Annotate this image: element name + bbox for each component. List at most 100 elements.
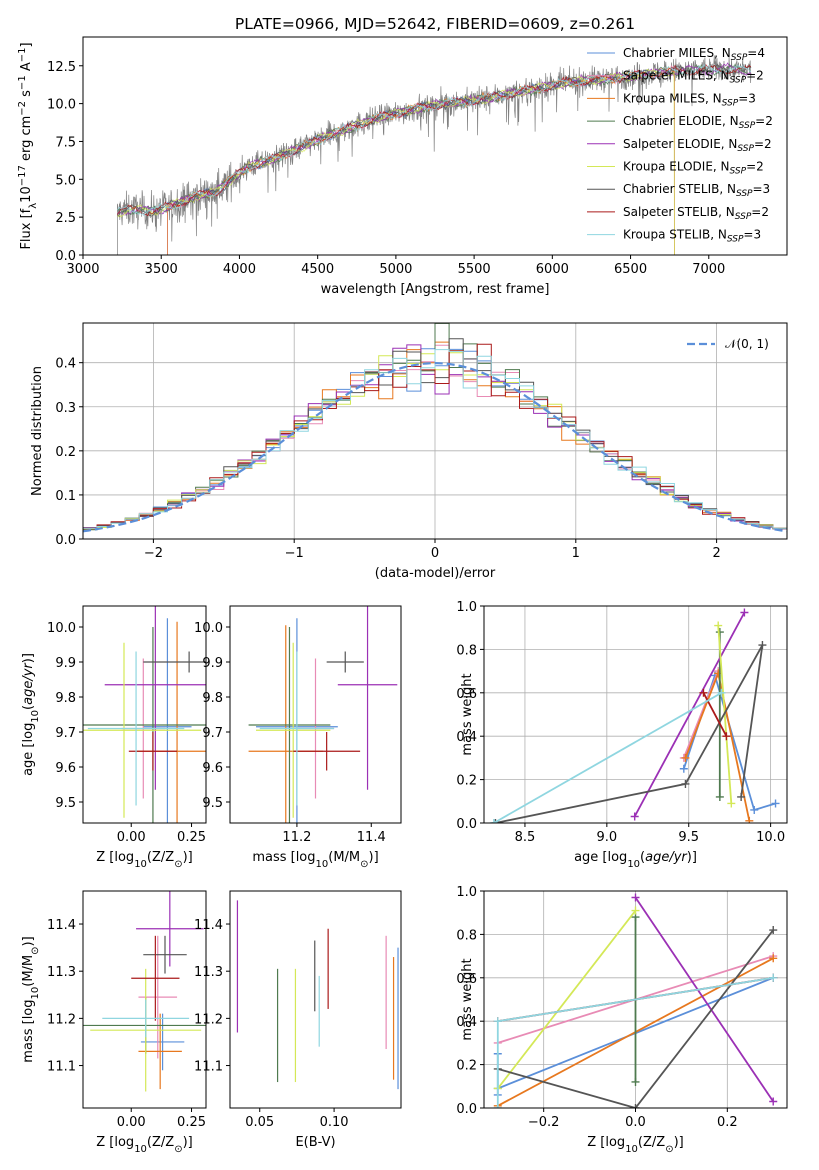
weight_vs_Z-plot-area [493,893,778,1108]
y-tick-label: 10.0 [47,98,76,113]
mass_vs_Z-plot-area [83,891,206,1092]
y-tick-label: 9.6 [55,761,76,776]
mass_vs_ebv-x-ticks: 0.05 0.10 [245,1108,349,1130]
y-tick-label: 0.4 [456,1015,477,1030]
weight-marker [631,906,640,915]
spectrum-plot-area [117,55,752,255]
residuals-legend: 𝒩(0, 1) [687,337,769,351]
weight-marker [769,926,778,935]
spectrum-axes-frame [82,36,788,256]
weight-marker [491,819,500,823]
age_vs_mass-y-ticks: 9.5 9.6 9.7 9.8 9.9 10.0 [194,621,230,811]
x-tick-label: 8.5 [515,830,536,845]
y-tick-label: 11.3 [194,965,223,980]
weight-marker [681,779,690,788]
weight-marker [699,688,708,697]
chart-title: PLATE=0966, MJD=52642, FIBERID=0609, z=0… [235,15,635,33]
x-tick-label: 4500 [301,262,334,277]
x-tick-label: 7000 [692,262,725,277]
weight-marker [630,812,639,821]
spectrum-y-ticks: 0.0 2.5 5.0 7.5 10.0 12.5 [47,60,83,264]
mass_vs_Z-x-axis-label: Z [log10(Z/Z⊙)] [96,1135,192,1155]
normal-distribution-curve [83,361,787,533]
y-tick-label: 11.4 [194,918,223,933]
y-tick-label: 9.9 [55,656,76,671]
model-spectrum-krou-miles [167,66,675,255]
residuals-y-ticks: 0.0 0.1 0.2 0.3 0.4 [55,357,83,548]
y-tick-label: 0.8 [456,643,477,658]
y-tick-label: 12.5 [47,60,76,75]
model-spectrum-chab-elodie [117,63,751,215]
y-tick-label: 9.5 [55,796,76,811]
y-tick-label: 0.0 [55,249,76,264]
model-spectrum-salp-miles [167,64,675,255]
x-tick-label: 6000 [536,262,569,277]
weight_vs_Z-axes-frame [483,890,788,1109]
weight_vs_age-y-ticks: 0.0 0.2 0.4 0.6 0.8 1.0 [456,600,484,832]
weight-line-salp-elodie [634,896,774,1103]
weight-marker [679,764,688,773]
y-tick-label: 0.0 [456,1102,477,1117]
y-tick-label: 11.1 [47,1060,76,1075]
weight-marker [717,688,726,697]
weight_vs_Z-x-axis-label: Z [log10(Z/Z⊙)] [587,1135,683,1155]
x-tick-label: 0.2 [717,1115,738,1130]
model-spectrum-salp-stelib [117,64,752,217]
mass_vs_ebv-y-ticks: 11.1 11.2 11.3 11.4 [194,918,230,1075]
x-tick-label: 5000 [379,262,412,277]
mass_vs_Z-axes-frame [82,890,207,1109]
spectrum-y-axis-label: Flux [fλ10−17 erg cm−2 s−1 A−1] [17,42,39,249]
x-tick-label: 0.00 [117,1115,146,1130]
weight_vs_age-axes-frame [483,605,788,824]
y-tick-label: 0.2 [456,1059,477,1074]
y-tick-label: 9.5 [202,796,223,811]
panel-mass_vs_Z: 0.00 0.25 11.1 11.2 11.3 11.4 Z [log10(Z/Z⊙)] m… [21,890,207,1155]
weight-line-salp-miles [682,670,720,759]
weight_vs_age-x-ticks: 8.5 9.0 9.5 10.0 [515,823,785,845]
y-tick-label: 0.8 [456,928,477,943]
x-tick-label: 0.05 [245,1115,274,1130]
y-tick-label: 9.7 [55,726,76,741]
x-tick-label: 3500 [145,262,178,277]
x-tick-label: 3000 [66,262,99,277]
x-tick-label: 10.0 [756,830,785,845]
x-tick-label: −0.2 [528,1115,560,1130]
y-tick-label: 1.0 [456,885,477,900]
legend-entry: Salpeter MILES, NSSP=2 [623,69,764,86]
y-tick-label: 10.0 [194,621,223,636]
weight_vs_age-x-axis-label: age [log10(age/yr)] [574,850,697,870]
x-tick-label: 5500 [458,262,491,277]
y-tick-label: 0.6 [456,687,477,702]
legend-entry: Kroupa MILES, NSSP=3 [623,91,756,108]
mass_vs_Z-y-ticks: 11.1 11.2 11.3 11.4 [47,918,83,1075]
weight-line-krou-stelib [493,692,722,823]
spectrum-legend: Chabrier MILES, NSSP=4 Salpeter MILES, NS… [587,46,773,245]
weight_vs_Z-y-ticks: 0.0 0.2 0.4 0.6 0.8 1.0 [456,885,484,1117]
panel-age_vs_Z: 0.00 0.25 9.5 9.6 9.7 9.8 9.9 10.0 Z [log10(Z/Z⊙… [21,605,207,870]
y-tick-label: 1.0 [456,600,477,615]
x-tick-label: −2 [144,546,163,561]
y-tick-label: 0.6 [456,972,477,987]
y-tick-label: 0.3 [55,401,76,416]
mass_vs_Z-x-ticks: 0.00 0.25 [117,1108,206,1130]
y-tick-label: 2.5 [55,211,76,226]
y-tick-label: 9.9 [202,656,223,671]
x-tick-label: 0.00 [117,830,146,845]
x-tick-label: 0.0 [625,1115,646,1130]
y-tick-label: 11.3 [47,965,76,980]
weight_vs_Z-x-ticks: −0.2 0.0 0.2 [528,1108,738,1130]
residuals-y-axis-label: Normed distribution [30,366,45,496]
weight-marker [631,893,640,902]
age_vs_Z-x-ticks: 0.00 0.25 [117,823,206,845]
weight-marker [758,641,767,650]
model-spectrum-krou-stelib [117,64,752,217]
y-tick-label: 10.0 [47,621,76,636]
weight-marker [631,1077,640,1086]
y-tick-label: 0.4 [456,730,477,745]
age_vs_Z-x-axis-label: Z [log10(Z/Z⊙)] [96,850,192,870]
legend-entry: 𝒩(0, 1) [725,337,769,351]
residuals-axes-frame [82,322,788,540]
x-tick-label: 0.25 [177,1115,206,1130]
age_vs_Z-axes-frame [82,605,207,824]
